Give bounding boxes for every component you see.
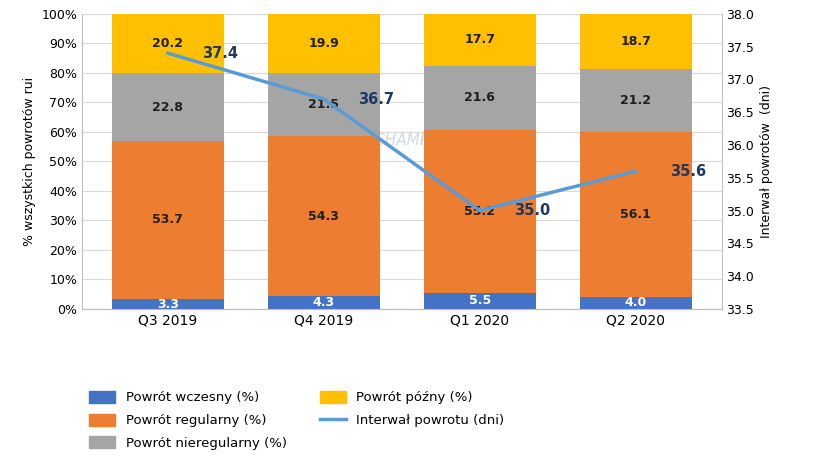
Bar [579,14,691,69]
Bar [579,131,691,297]
Bar [579,297,691,309]
Text: 3.3: 3.3 [156,297,179,311]
Bar [423,66,536,130]
Bar [579,69,691,131]
Bar [111,141,224,299]
Text: 5.5: 5.5 [468,294,491,307]
Y-axis label: % wszystkich powrotów rui: % wszystkich powrotów rui [23,77,36,246]
Text: 37.4: 37.4 [201,46,238,61]
Text: 36.7: 36.7 [358,92,394,106]
Text: 21.5: 21.5 [308,98,339,111]
Bar [111,73,224,141]
Y-axis label: Interwał powrotów  (dni): Interwał powrotów (dni) [759,85,772,238]
Text: 22.8: 22.8 [152,100,183,113]
Text: 56.1: 56.1 [620,208,650,221]
Text: 4.0: 4.0 [624,296,646,309]
Text: 18.7: 18.7 [620,35,650,48]
Bar [423,130,536,293]
Bar [267,72,379,136]
Text: 19.9: 19.9 [308,37,339,50]
Text: 21.2: 21.2 [619,94,650,107]
Text: 35.6: 35.6 [669,164,705,179]
Bar [111,299,224,309]
Bar [267,14,379,72]
Bar [423,293,536,309]
Bar [111,14,224,73]
Text: 4.3: 4.3 [312,296,334,309]
Text: PigCHAMP Pro Europa: PigCHAMP Pro Europa [350,133,517,148]
Legend: Powrót wczesny (%), Powrót regularny (%), Powrót nieregularny (%), Powrót późny : Powrót wczesny (%), Powrót regularny (%)… [88,391,504,450]
Text: 35.0: 35.0 [514,203,550,218]
Text: 55.2: 55.2 [464,205,495,218]
Text: 54.3: 54.3 [308,210,339,223]
Text: 21.6: 21.6 [464,91,495,104]
Text: 17.7: 17.7 [464,34,495,47]
Bar [267,296,379,309]
Text: 53.7: 53.7 [152,213,183,226]
Text: 20.2: 20.2 [152,37,183,50]
Bar [267,136,379,296]
Bar [423,14,536,66]
